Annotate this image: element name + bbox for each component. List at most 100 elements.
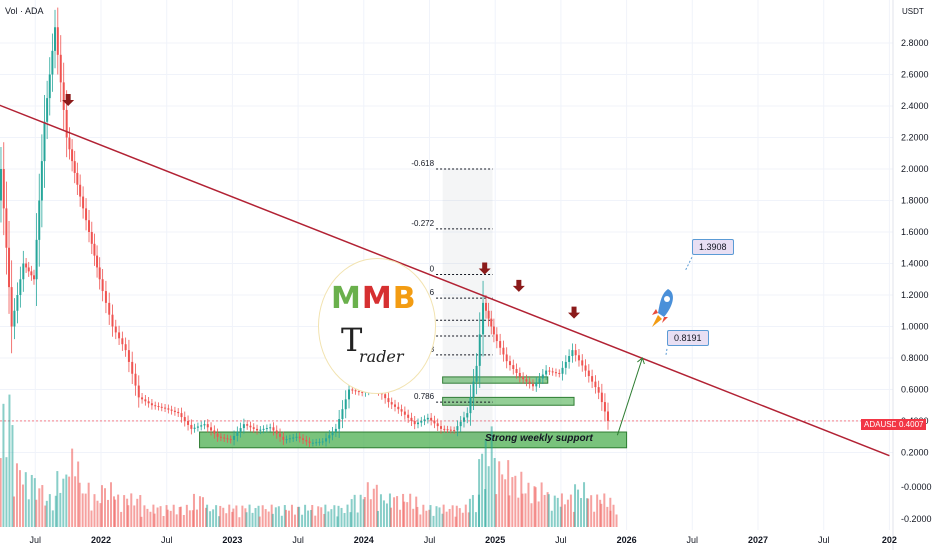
candle-body — [19, 279, 22, 295]
volume-bar — [152, 504, 155, 527]
volume-bar — [507, 460, 510, 527]
downtrend-line — [0, 104, 890, 457]
candle-body — [147, 401, 150, 404]
volume-bar — [508, 495, 511, 527]
price-tick-label: 0.8000 — [901, 353, 929, 363]
volume-bar — [120, 511, 123, 527]
volume-bar — [363, 497, 366, 527]
candle-body — [430, 417, 433, 421]
target-high-callout[interactable]: 1.3908 — [692, 239, 734, 255]
volume-bar — [126, 498, 129, 527]
candle-body — [351, 389, 354, 391]
candle-body — [190, 424, 193, 429]
current-price-tag: 0.4007 — [896, 419, 927, 430]
candle-body — [545, 370, 548, 375]
volume-bar — [550, 510, 553, 527]
volume-bar — [209, 511, 212, 527]
candle-body — [453, 430, 456, 432]
candle-body — [206, 424, 209, 428]
candle-body — [59, 54, 62, 83]
candles-layer — [0, 7, 609, 448]
volume-bar — [596, 494, 599, 527]
volume-bar — [178, 507, 181, 527]
time-tick-label: Jul — [30, 535, 42, 545]
volume-bar — [175, 514, 178, 527]
candle-body — [387, 398, 390, 403]
candle-body — [478, 334, 481, 366]
volume-tick-label: -0.2000 — [901, 514, 932, 524]
candle-body — [410, 417, 413, 421]
candle-body — [492, 326, 495, 335]
candle-body — [587, 370, 590, 377]
volume-bar — [74, 476, 77, 527]
volume-bar — [77, 461, 80, 527]
volume-bar — [149, 511, 152, 527]
volume-bar — [274, 507, 277, 527]
candle-body — [577, 355, 580, 361]
candle-body — [216, 433, 219, 437]
candle-body — [298, 436, 301, 439]
candle-body — [459, 421, 462, 427]
candle-body — [164, 407, 167, 409]
candle-body — [328, 435, 331, 439]
time-tick-label: Jul — [818, 535, 830, 545]
volume-bar — [287, 510, 290, 527]
candle-body — [515, 369, 518, 373]
candle-body — [295, 436, 298, 438]
volume-bar — [267, 511, 270, 527]
fib-retracement: -0.618-0.2720682580.786 — [411, 159, 493, 440]
volume-bar — [35, 499, 38, 527]
candle-body — [487, 310, 490, 319]
volume-bar — [101, 485, 103, 527]
volume-bar — [495, 494, 498, 527]
volume-bar — [464, 504, 467, 527]
volume-bar — [337, 505, 340, 527]
candle-body — [262, 428, 265, 430]
volume-bar — [277, 506, 280, 527]
price-tick-label: 2.0000 — [901, 164, 929, 174]
volume-bar — [38, 488, 41, 527]
candle-body — [528, 381, 531, 384]
volume-bar — [524, 493, 527, 527]
volume-bar — [59, 492, 62, 527]
candle-body — [219, 436, 222, 438]
candle-body — [5, 208, 8, 248]
candle-body — [449, 429, 452, 431]
candle-body — [584, 365, 587, 371]
volume-bar — [553, 495, 556, 527]
price-axis[interactable]: 2.8000 2.6000 2.4000 2.2000 2.0000 1.8000 1.60… — [901, 38, 932, 524]
candle-body — [318, 441, 321, 443]
volume-bar — [504, 479, 507, 527]
candle-body — [48, 74, 51, 99]
volume-bar — [349, 512, 352, 527]
candle-body — [574, 350, 577, 356]
volume-bar — [99, 503, 102, 527]
candle-body — [88, 220, 91, 232]
candle-body — [485, 302, 488, 311]
target-low-callout[interactable]: 0.8191 — [667, 330, 709, 346]
volume-bar — [241, 505, 244, 527]
volume-bar — [514, 475, 517, 527]
watermark-logo: MMB T rader — [318, 258, 436, 394]
volume-bar — [530, 503, 533, 527]
volume-bar — [261, 505, 264, 527]
price-tick-label: 1.0000 — [901, 322, 929, 332]
volume-bar — [198, 496, 201, 527]
volume-bar — [320, 507, 323, 527]
candle-body — [597, 387, 600, 393]
volume-bar — [114, 499, 117, 527]
candle-body — [177, 411, 180, 414]
candle-body — [170, 409, 173, 411]
volume-bar — [140, 516, 143, 527]
candle-body — [200, 425, 203, 427]
time-axis[interactable]: Jul 2022 Jul 2023 Jul 2024 Jul 2025 Jul 2026 Jul 20… — [30, 535, 897, 545]
candle-body — [282, 436, 285, 440]
volume-bar — [569, 494, 572, 527]
candle-body — [420, 421, 423, 423]
candle-body — [226, 438, 229, 440]
candle-body — [0, 169, 2, 201]
candle-body — [561, 367, 564, 374]
volume-bar — [245, 512, 248, 527]
candle-body — [522, 376, 525, 380]
